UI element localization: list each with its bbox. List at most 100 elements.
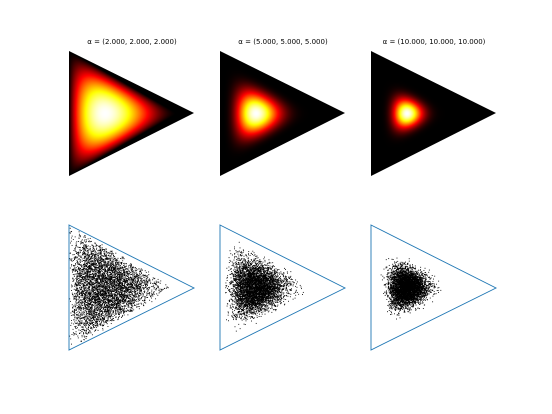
sample-point: [97, 250, 99, 252]
sample-point: [76, 317, 78, 319]
sample-point: [76, 260, 78, 262]
sample-point: [144, 296, 146, 298]
sample-point: [88, 265, 90, 267]
sample-point: [91, 315, 93, 317]
sample-point: [127, 278, 129, 280]
sample-point: [97, 301, 98, 303]
sample-point: [112, 279, 114, 281]
sample-point: [112, 301, 113, 303]
sample-point: [89, 300, 91, 302]
sample-point: [117, 298, 119, 300]
sample-point: [107, 309, 108, 311]
sample-point: [127, 286, 129, 288]
sample-point: [127, 297, 128, 299]
sample-point: [108, 297, 109, 298]
sample-point: [89, 274, 91, 276]
sample-point: [91, 251, 93, 253]
sample-point: [105, 313, 106, 315]
sample-point: [75, 286, 77, 288]
sample-point: [97, 280, 99, 282]
sample-point: [91, 283, 93, 285]
sample-point: [136, 281, 138, 283]
sample-point: [112, 312, 114, 314]
sample-point: [128, 285, 130, 287]
sample-point: [78, 315, 80, 316]
sample-point: [143, 285, 144, 286]
sample-point: [89, 303, 91, 305]
sample-point: [115, 268, 117, 270]
sample-point: [124, 281, 125, 282]
sample-point: [131, 268, 133, 270]
sample-point: [141, 280, 143, 282]
sample-point: [82, 253, 84, 255]
sample-point: [95, 296, 97, 298]
sample-point: [110, 277, 112, 279]
sample-point: [139, 293, 141, 295]
sample-point: [79, 321, 81, 322]
sample-point: [124, 275, 125, 277]
sample-point: [81, 240, 82, 242]
sample-point: [78, 302, 80, 304]
sample-point: [84, 248, 85, 250]
sample-point: [91, 292, 93, 294]
sample-point: [108, 257, 110, 259]
sample-point: [143, 287, 145, 289]
sample-point: [102, 275, 104, 277]
sample-point: [85, 258, 87, 260]
sample-point: [90, 264, 92, 266]
sample-point: [93, 257, 95, 258]
sample-point: [83, 269, 85, 271]
sample-point: [115, 294, 117, 296]
sample-point: [106, 259, 108, 261]
sample-point: [120, 290, 122, 292]
sample-point: [97, 301, 99, 302]
sample-point: [101, 267, 103, 269]
sample-point: [94, 268, 96, 270]
sample-point: [101, 257, 103, 259]
sample-point: [118, 293, 120, 295]
sample-point: [92, 250, 94, 252]
sample-point: [112, 313, 114, 315]
sample-point: [126, 304, 128, 306]
sample-point: [146, 290, 148, 292]
sample-point: [133, 304, 135, 306]
sample-point: [79, 330, 81, 331]
sample-point: [158, 292, 160, 294]
sample-point: [93, 249, 95, 251]
sample-point: [110, 289, 112, 291]
sample-point: [79, 291, 80, 293]
sample-point: [86, 333, 88, 335]
sample-point: [124, 311, 126, 313]
sample-point: [123, 275, 125, 277]
sample-point: [115, 311, 116, 313]
sample-point: [109, 278, 111, 280]
sample-point: [89, 296, 91, 298]
sample-point: [123, 293, 125, 295]
sample-point: [95, 327, 97, 329]
sample-point: [94, 261, 96, 263]
sample-point: [92, 264, 94, 266]
sample-point: [91, 307, 93, 309]
sample-point: [108, 258, 110, 260]
sample-point: [105, 286, 107, 287]
sample-point: [74, 306, 76, 308]
sample-point: [152, 293, 154, 295]
sample-point: [97, 298, 99, 300]
sample-point: [152, 277, 154, 279]
sample-point: [93, 325, 95, 327]
sample-point: [73, 260, 75, 262]
sample-point: [91, 313, 93, 315]
sample-point: [149, 286, 151, 288]
sample-point: [135, 277, 137, 279]
sample-point: [110, 307, 112, 308]
sample-point: [134, 284, 136, 286]
sample-point: [116, 258, 118, 260]
sample-point: [128, 304, 130, 306]
sample-point: [123, 270, 125, 272]
sample-point: [88, 261, 90, 263]
sample-point: [129, 303, 131, 305]
sample-point: [89, 282, 91, 284]
sample-point: [126, 294, 128, 296]
sample-point: [141, 282, 143, 284]
sample-point: [132, 299, 134, 301]
